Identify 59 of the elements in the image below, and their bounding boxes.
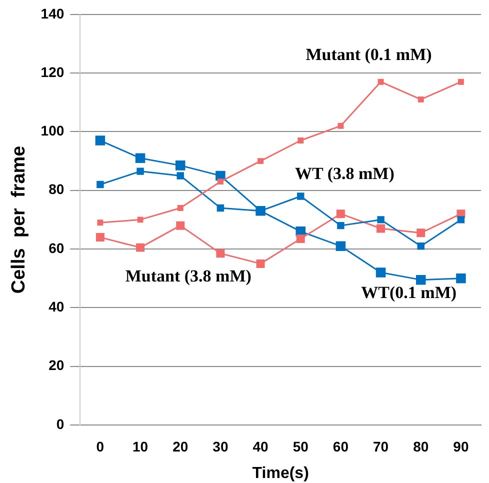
y-axis-title: Cells per frame: [8, 146, 30, 294]
point: [458, 78, 464, 85]
point: [418, 96, 424, 102]
series-label: Mutant (3.8 mM): [125, 266, 252, 286]
point: [175, 160, 186, 170]
point: [376, 224, 386, 233]
point: [457, 216, 465, 224]
point: [136, 168, 144, 175]
point: [135, 153, 146, 163]
x-tick-label: 40: [252, 438, 269, 454]
point: [298, 138, 304, 144]
point: [217, 178, 224, 185]
point: [216, 204, 224, 212]
point: [417, 242, 424, 250]
x-tick-label: 70: [373, 438, 389, 454]
point: [377, 216, 384, 224]
x-tick-label: 20: [172, 438, 188, 454]
y-tick-label: 0: [56, 416, 64, 432]
point: [416, 274, 426, 285]
x-tick-label: 30: [212, 438, 228, 454]
point: [297, 192, 304, 200]
x-tick-label: 60: [332, 438, 349, 454]
x-axis-title: Time(s): [252, 464, 309, 482]
point: [137, 216, 144, 223]
point: [376, 268, 386, 278]
y-tick-label: 20: [48, 357, 64, 374]
x-tick-label: 0: [96, 438, 104, 454]
y-tick-label: 40: [48, 298, 64, 315]
point: [338, 122, 344, 129]
point: [136, 243, 145, 252]
point: [336, 241, 346, 251]
point: [296, 234, 305, 244]
point: [216, 249, 225, 258]
x-tick-label: 80: [413, 438, 429, 454]
point: [176, 172, 184, 180]
point: [176, 221, 185, 230]
point: [456, 273, 466, 284]
point: [95, 136, 106, 146]
y-tick-label: 120: [40, 64, 64, 80]
x-tick-label: 50: [292, 438, 309, 454]
point: [336, 210, 345, 218]
series-label: WT (3.8 mM): [295, 164, 394, 183]
point: [337, 222, 344, 230]
y-tick-label: 60: [48, 240, 64, 256]
x-tick-label: 10: [132, 438, 148, 454]
point: [177, 204, 184, 211]
series-label: WT(0.1 mM): [361, 283, 457, 302]
x-tick-label: 90: [453, 438, 469, 454]
y-tick-label: 80: [48, 181, 64, 198]
point: [96, 180, 104, 188]
y-tick-label: 100: [40, 122, 64, 139]
series-label: Mutant (0.1 mM): [306, 44, 432, 64]
point: [258, 158, 264, 164]
point: [96, 233, 104, 242]
point: [416, 228, 426, 238]
point: [97, 220, 104, 226]
y-tick-label: 140: [40, 5, 64, 22]
point: [378, 78, 384, 85]
point: [256, 259, 265, 268]
